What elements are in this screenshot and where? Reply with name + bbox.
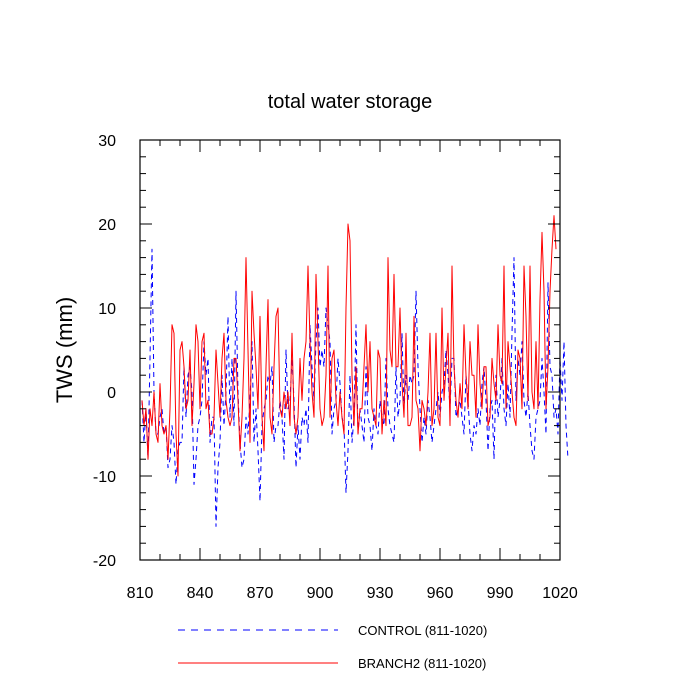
y-tick-label: 10 (98, 301, 116, 318)
ticks-layer (139, 139, 561, 561)
y-axis-label: TWS (mm) (52, 297, 77, 403)
y-tick-label: 20 (98, 217, 116, 234)
series-line-branch2 (141, 215, 557, 477)
x-tick-label: 870 (247, 585, 274, 602)
legend-label-control: CONTROL (811-1020) (358, 623, 487, 638)
x-tick-label: 990 (487, 585, 514, 602)
legend: CONTROL (811-1020) BRANCH2 (811-1020) (178, 623, 487, 671)
y-tick-label: 0 (107, 385, 116, 402)
x-tick-label: 900 (307, 585, 334, 602)
x-tick-label: 930 (367, 585, 394, 602)
x-tick-label: 810 (127, 585, 154, 602)
legend-label-branch2: BRANCH2 (811-1020) (358, 656, 486, 671)
series-layer (141, 215, 569, 527)
series-line-control (141, 248, 569, 527)
x-tick-label: 960 (427, 585, 454, 602)
x-tick-label: 840 (187, 585, 214, 602)
x-tick-labels: 810 840 870 900 930 960 990 1020 (127, 585, 578, 602)
plot-frame (139, 139, 561, 561)
y-tick-label: -10 (93, 469, 116, 486)
chart-title: total water storage (268, 91, 433, 113)
y-tick-label: 30 (98, 133, 116, 150)
y-tick-label: -20 (93, 553, 116, 570)
x-tick-label: 1020 (542, 585, 578, 602)
y-tick-labels: -20 -10 0 10 20 30 (93, 133, 116, 570)
